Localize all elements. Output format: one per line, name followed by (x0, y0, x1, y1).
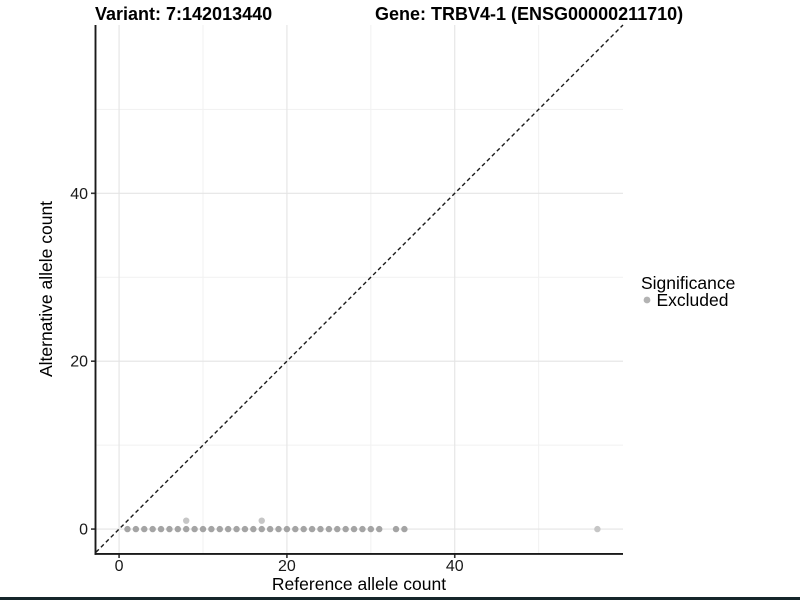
data-point (367, 525, 375, 533)
x-tick-label: 20 (278, 558, 296, 575)
axis-tick-labels: 0 20 40 0 20 40 (70, 186, 464, 575)
data-point (283, 525, 291, 533)
plot-title-gene: Gene: TRBV4-1 (ENSG00000211710) (375, 4, 683, 24)
data-point (233, 525, 240, 533)
data-point (191, 525, 198, 533)
data-point (132, 525, 140, 533)
data-point (166, 525, 173, 533)
data-point (174, 525, 182, 533)
legend-title: Significance (641, 273, 735, 293)
data-point (216, 525, 223, 533)
y-tick-label: 40 (70, 186, 88, 203)
data-point (224, 525, 232, 533)
data-point (258, 525, 265, 533)
major-gridlines (96, 25, 623, 553)
data-point (376, 525, 383, 533)
data-point (149, 525, 156, 533)
y-axis-title: Alternative allele count (36, 201, 56, 377)
window-bottom-edge (0, 597, 800, 600)
data-point (392, 525, 400, 533)
y-tick-label: 0 (79, 522, 88, 539)
data-point (350, 525, 358, 533)
identity-line (95, 24, 624, 553)
data-point (183, 517, 190, 524)
data-point (300, 525, 307, 533)
data-point (241, 525, 249, 533)
data-point (325, 525, 333, 533)
data-point (199, 525, 207, 533)
data-point (250, 525, 257, 533)
data-point (308, 525, 316, 533)
data-point (342, 525, 349, 533)
minor-gridlines (96, 25, 623, 553)
data-point (359, 525, 366, 533)
data-point (141, 525, 148, 533)
x-tick-label: 0 (115, 558, 124, 575)
y-tick-label: 20 (70, 354, 88, 371)
legend-key-circle-icon (643, 296, 651, 304)
data-point (124, 525, 131, 533)
legend: Significance Excluded (641, 273, 735, 310)
data-point (334, 525, 341, 533)
plot-title-variant: Variant: 7:142013440 (95, 4, 272, 24)
legend-entry-label: Excluded (657, 290, 729, 310)
data-point (594, 525, 601, 533)
data-point (275, 525, 282, 533)
data-point (183, 525, 190, 533)
data-point (292, 525, 299, 533)
data-point (258, 517, 265, 524)
data-point (266, 525, 274, 533)
data-point (317, 525, 324, 533)
data-point (401, 525, 408, 533)
x-axis-title: Reference allele count (272, 574, 446, 594)
data-point (208, 525, 215, 533)
x-tick-label: 40 (446, 558, 464, 575)
data-points (124, 517, 601, 533)
data-point (157, 525, 165, 533)
